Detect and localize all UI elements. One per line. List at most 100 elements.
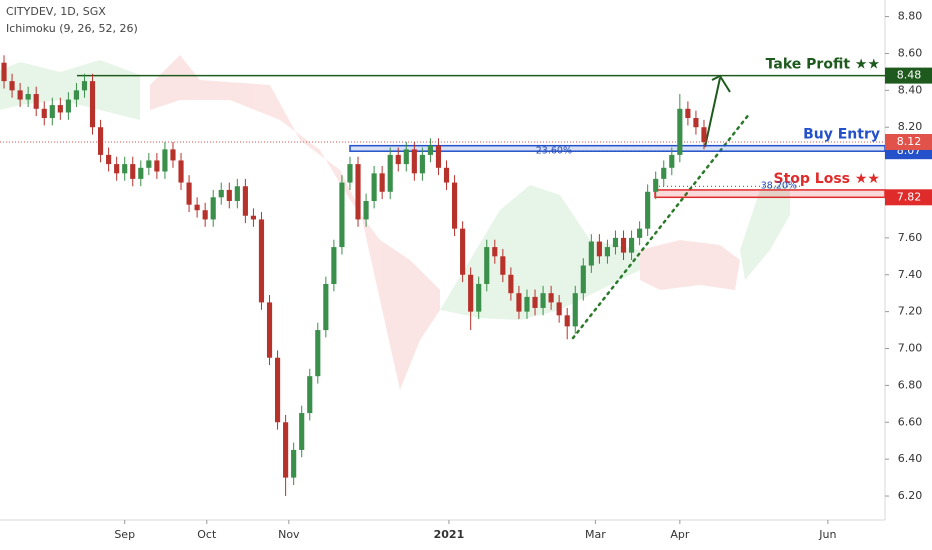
candle-body: [339, 182, 345, 248]
candle-body: [9, 81, 15, 91]
candle-body: [315, 330, 321, 377]
candle-body: [41, 108, 47, 119]
candle-body: [194, 204, 200, 211]
candle-body: [186, 182, 192, 205]
candle-body: [331, 247, 337, 284]
x-tick-label: Oct: [197, 528, 217, 541]
price-tag-label: 8.48: [897, 69, 922, 82]
candle-body: [516, 293, 522, 312]
candle-body: [693, 118, 699, 128]
candle-body: [291, 449, 297, 478]
candle-body: [218, 189, 224, 198]
candle-body: [677, 108, 683, 155]
cloud-green: [440, 185, 640, 320]
candle-body: [628, 237, 635, 253]
candle-body: [234, 186, 240, 201]
candle-body: [612, 237, 619, 248]
candle-body: [653, 178, 659, 192]
candle-body: [371, 173, 377, 201]
chart-title: CITYDEV, 1D, SGX: [6, 5, 106, 18]
candle-body: [508, 274, 514, 294]
candle-body: [596, 241, 602, 257]
candle-body: [283, 422, 289, 478]
level-label: Buy Entry: [803, 127, 880, 143]
candle-body: [170, 149, 176, 161]
candle-body: [130, 164, 136, 179]
candle-body: [81, 81, 88, 91]
level-label: Stop Loss ★★: [774, 171, 880, 187]
candle-body: [564, 315, 570, 327]
candle-body: [178, 160, 184, 183]
candle-body: [645, 191, 651, 229]
y-tick-label: 8.20: [898, 120, 923, 133]
candle-body: [49, 105, 55, 119]
cloud-red: [640, 240, 740, 290]
candle-body: [1, 62, 7, 82]
cloud-red: [150, 55, 440, 390]
y-tick-label: 7.60: [898, 231, 923, 244]
price-tag: [885, 67, 932, 84]
fib-label: 38.20%: [761, 181, 797, 192]
candle-body: [210, 197, 216, 220]
candle-body: [57, 105, 63, 113]
y-tick-label: 7.00: [898, 342, 923, 355]
candle-body: [274, 357, 281, 423]
candle-body: [162, 149, 168, 172]
candle-body: [492, 247, 498, 257]
candle-body: [451, 182, 458, 229]
price-tag-label: 7.82: [897, 190, 922, 203]
candle-body: [637, 228, 643, 238]
x-tick-label: 2021: [434, 528, 465, 541]
candle-body: [387, 154, 393, 192]
candle-body: [138, 167, 144, 179]
candle-body: [114, 164, 120, 174]
candle-body: [580, 265, 586, 294]
candle-body: [97, 127, 104, 155]
candle-body: [299, 413, 305, 450]
y-tick-label: 7.40: [898, 268, 923, 281]
last-price-label: 8.12: [897, 135, 922, 148]
candle-body: [395, 154, 401, 165]
candle-body: [347, 164, 353, 183]
candle-body: [524, 296, 530, 312]
y-tick-label: 8.40: [898, 83, 923, 96]
candle-body: [701, 127, 707, 142]
candle-body: [25, 94, 31, 100]
candle-body: [122, 164, 128, 174]
y-tick-label: 8.80: [898, 10, 923, 23]
candle-body: [443, 167, 450, 183]
candle-body: [73, 90, 80, 100]
candle-body: [540, 293, 546, 308]
last-price-tag: [885, 133, 932, 150]
ichimoku-cloud: [0, 55, 790, 390]
candle-body: [258, 219, 265, 303]
candle-body: [307, 376, 313, 414]
candle-body: [266, 302, 273, 358]
candle-body: [620, 237, 627, 253]
candle-body: [411, 149, 417, 174]
candle-body: [89, 81, 96, 128]
y-tick-label: 6.40: [898, 452, 923, 465]
candle-body: [556, 302, 562, 316]
candle-body: [379, 173, 385, 192]
y-tick-label: 6.60: [898, 415, 923, 428]
candle-body: [242, 186, 248, 216]
candle-body: [17, 90, 23, 100]
candle-body: [661, 167, 667, 179]
candle-body: [500, 256, 506, 275]
candle-body: [419, 154, 425, 174]
y-tick-label: 7.20: [898, 305, 923, 318]
candle-body: [588, 241, 594, 266]
candle-body: [435, 145, 442, 168]
x-tick-label: Apr: [670, 528, 690, 541]
y-tick-label: 6.80: [898, 378, 923, 391]
candle-body: [403, 149, 409, 165]
candle-body: [532, 296, 538, 308]
x-tick-label: Jun: [818, 528, 836, 541]
candle-body: [355, 164, 361, 220]
candle-body: [202, 210, 208, 220]
candle-body: [685, 108, 691, 119]
candle-body: [548, 293, 554, 303]
cloud-green: [740, 180, 790, 280]
candle-body: [572, 293, 578, 327]
